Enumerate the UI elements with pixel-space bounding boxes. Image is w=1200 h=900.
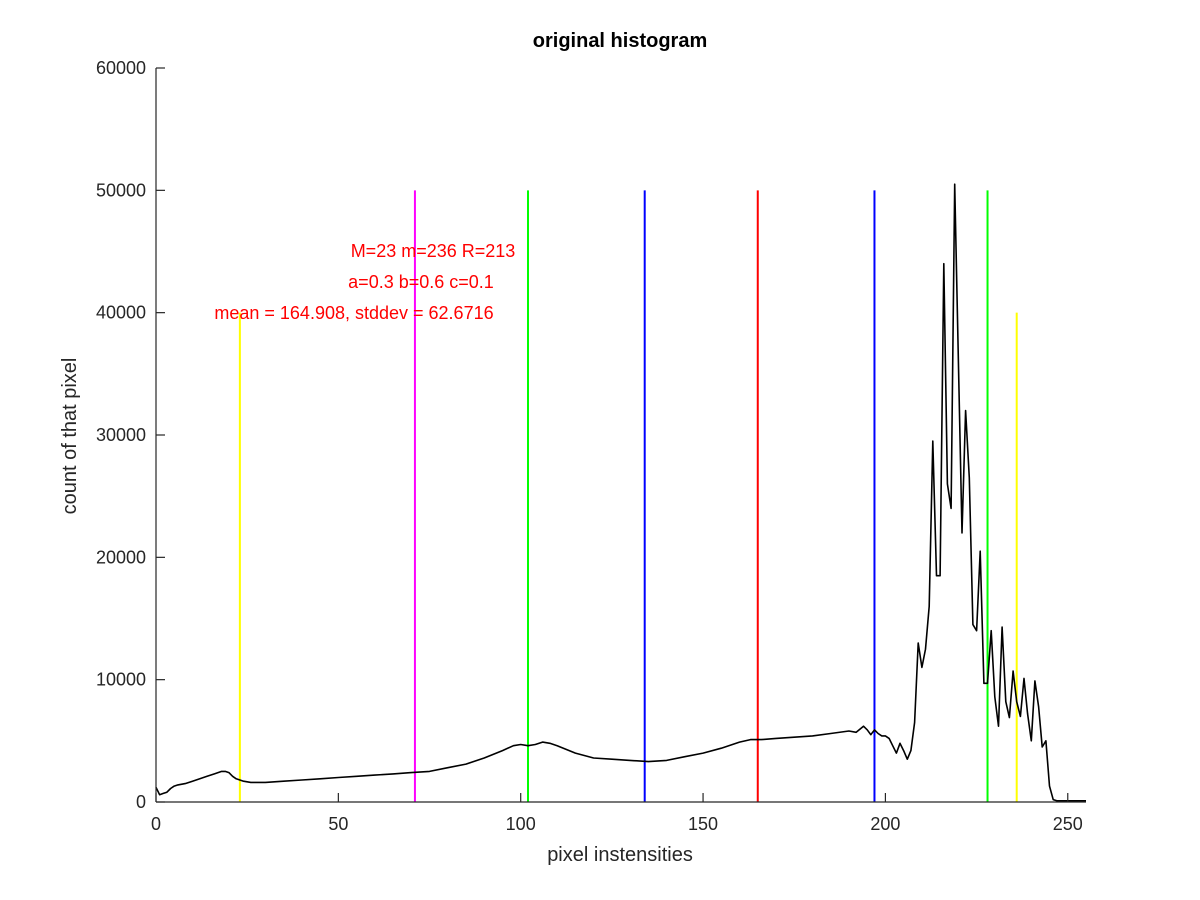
y-tick-label-50000: 50000 [96,180,146,200]
y-tick-label-20000: 20000 [96,547,146,567]
annotation-mean-stddev: mean = 164.908, stddev = 62.6716 [214,303,493,323]
x-tick-label-0: 0 [151,814,161,834]
y-tick-label-60000: 60000 [96,58,146,78]
x-tick-label-250: 250 [1053,814,1083,834]
x-tick-label-150: 150 [688,814,718,834]
chart-title: original histogram [533,30,707,52]
y-tick-label-30000: 30000 [96,425,146,445]
x-tick-label-200: 200 [870,814,900,834]
y-tick-label-40000: 40000 [96,303,146,323]
histogram-line-0 [155,183,1086,802]
x-tick-label-50: 50 [328,814,348,834]
y-axis-label: count of that pixel [59,358,81,515]
plot-area: 0 50 100 150 200 250 0 10000 20000 30000 40000 5000… [96,58,1086,834]
annotation-params-abc: a=0.3 b=0.6 c=0.1 [348,272,494,292]
annotation-params-mr: M=23 m=236 R=213 [351,241,516,261]
x-tick-label-100: 100 [506,814,536,834]
x-axis-label: pixel instensities [547,844,693,866]
y-tick-label-0: 0 [136,792,146,812]
y-tick-label-10000: 10000 [96,670,146,690]
